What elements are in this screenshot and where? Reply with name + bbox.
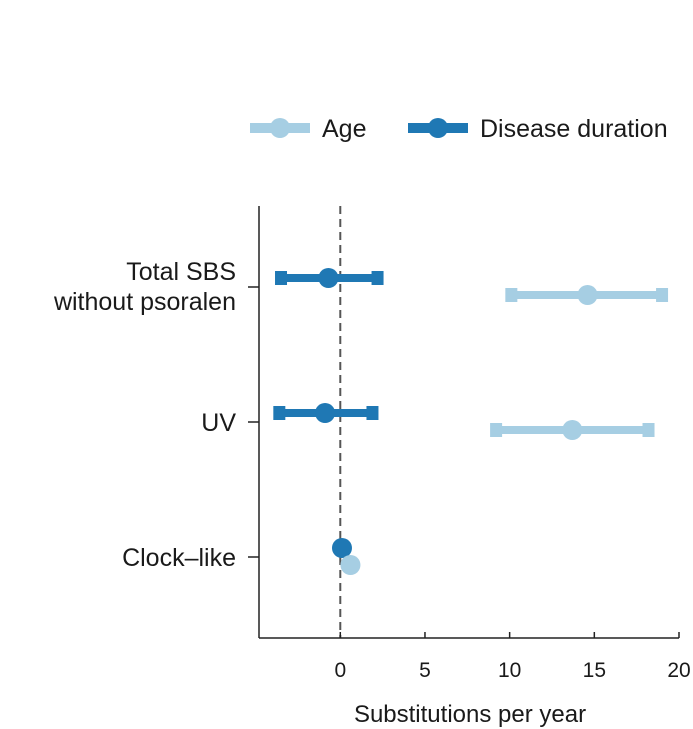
- x-tick-label: 15: [583, 659, 606, 682]
- x-axis-title: Substitutions per year: [354, 701, 586, 728]
- x-tick-label: 0: [334, 659, 346, 682]
- ci-cap: [366, 406, 379, 420]
- point-estimate: [331, 538, 352, 558]
- point-estimate: [562, 420, 583, 440]
- ci-cap: [371, 271, 384, 285]
- category-label: Total SBS: [126, 258, 236, 286]
- legend-swatch-marker: [270, 118, 290, 138]
- ci-cap: [642, 423, 655, 437]
- point-estimate: [577, 285, 598, 305]
- category-label: UV: [201, 409, 236, 437]
- legend-label: Age: [322, 115, 366, 143]
- ci-cap: [656, 288, 669, 302]
- point-estimate: [315, 403, 336, 423]
- category-label: Clock–like: [122, 544, 236, 572]
- point-estimate: [318, 268, 339, 288]
- ci-cap: [275, 271, 288, 285]
- x-tick-label: 5: [419, 659, 431, 682]
- ci-cap: [490, 423, 503, 437]
- legend: Age Disease duration: [250, 115, 668, 143]
- x-tick-label: 10: [498, 659, 521, 682]
- legend-label: Disease duration: [480, 115, 668, 143]
- legend-swatch-marker: [428, 118, 448, 138]
- point-estimate: [340, 555, 361, 575]
- ci-cap: [273, 406, 286, 420]
- category-label: without psoralen: [53, 288, 236, 316]
- ci-cap: [505, 288, 518, 302]
- series-group: [273, 268, 669, 575]
- x-tick-label: 20: [667, 659, 690, 682]
